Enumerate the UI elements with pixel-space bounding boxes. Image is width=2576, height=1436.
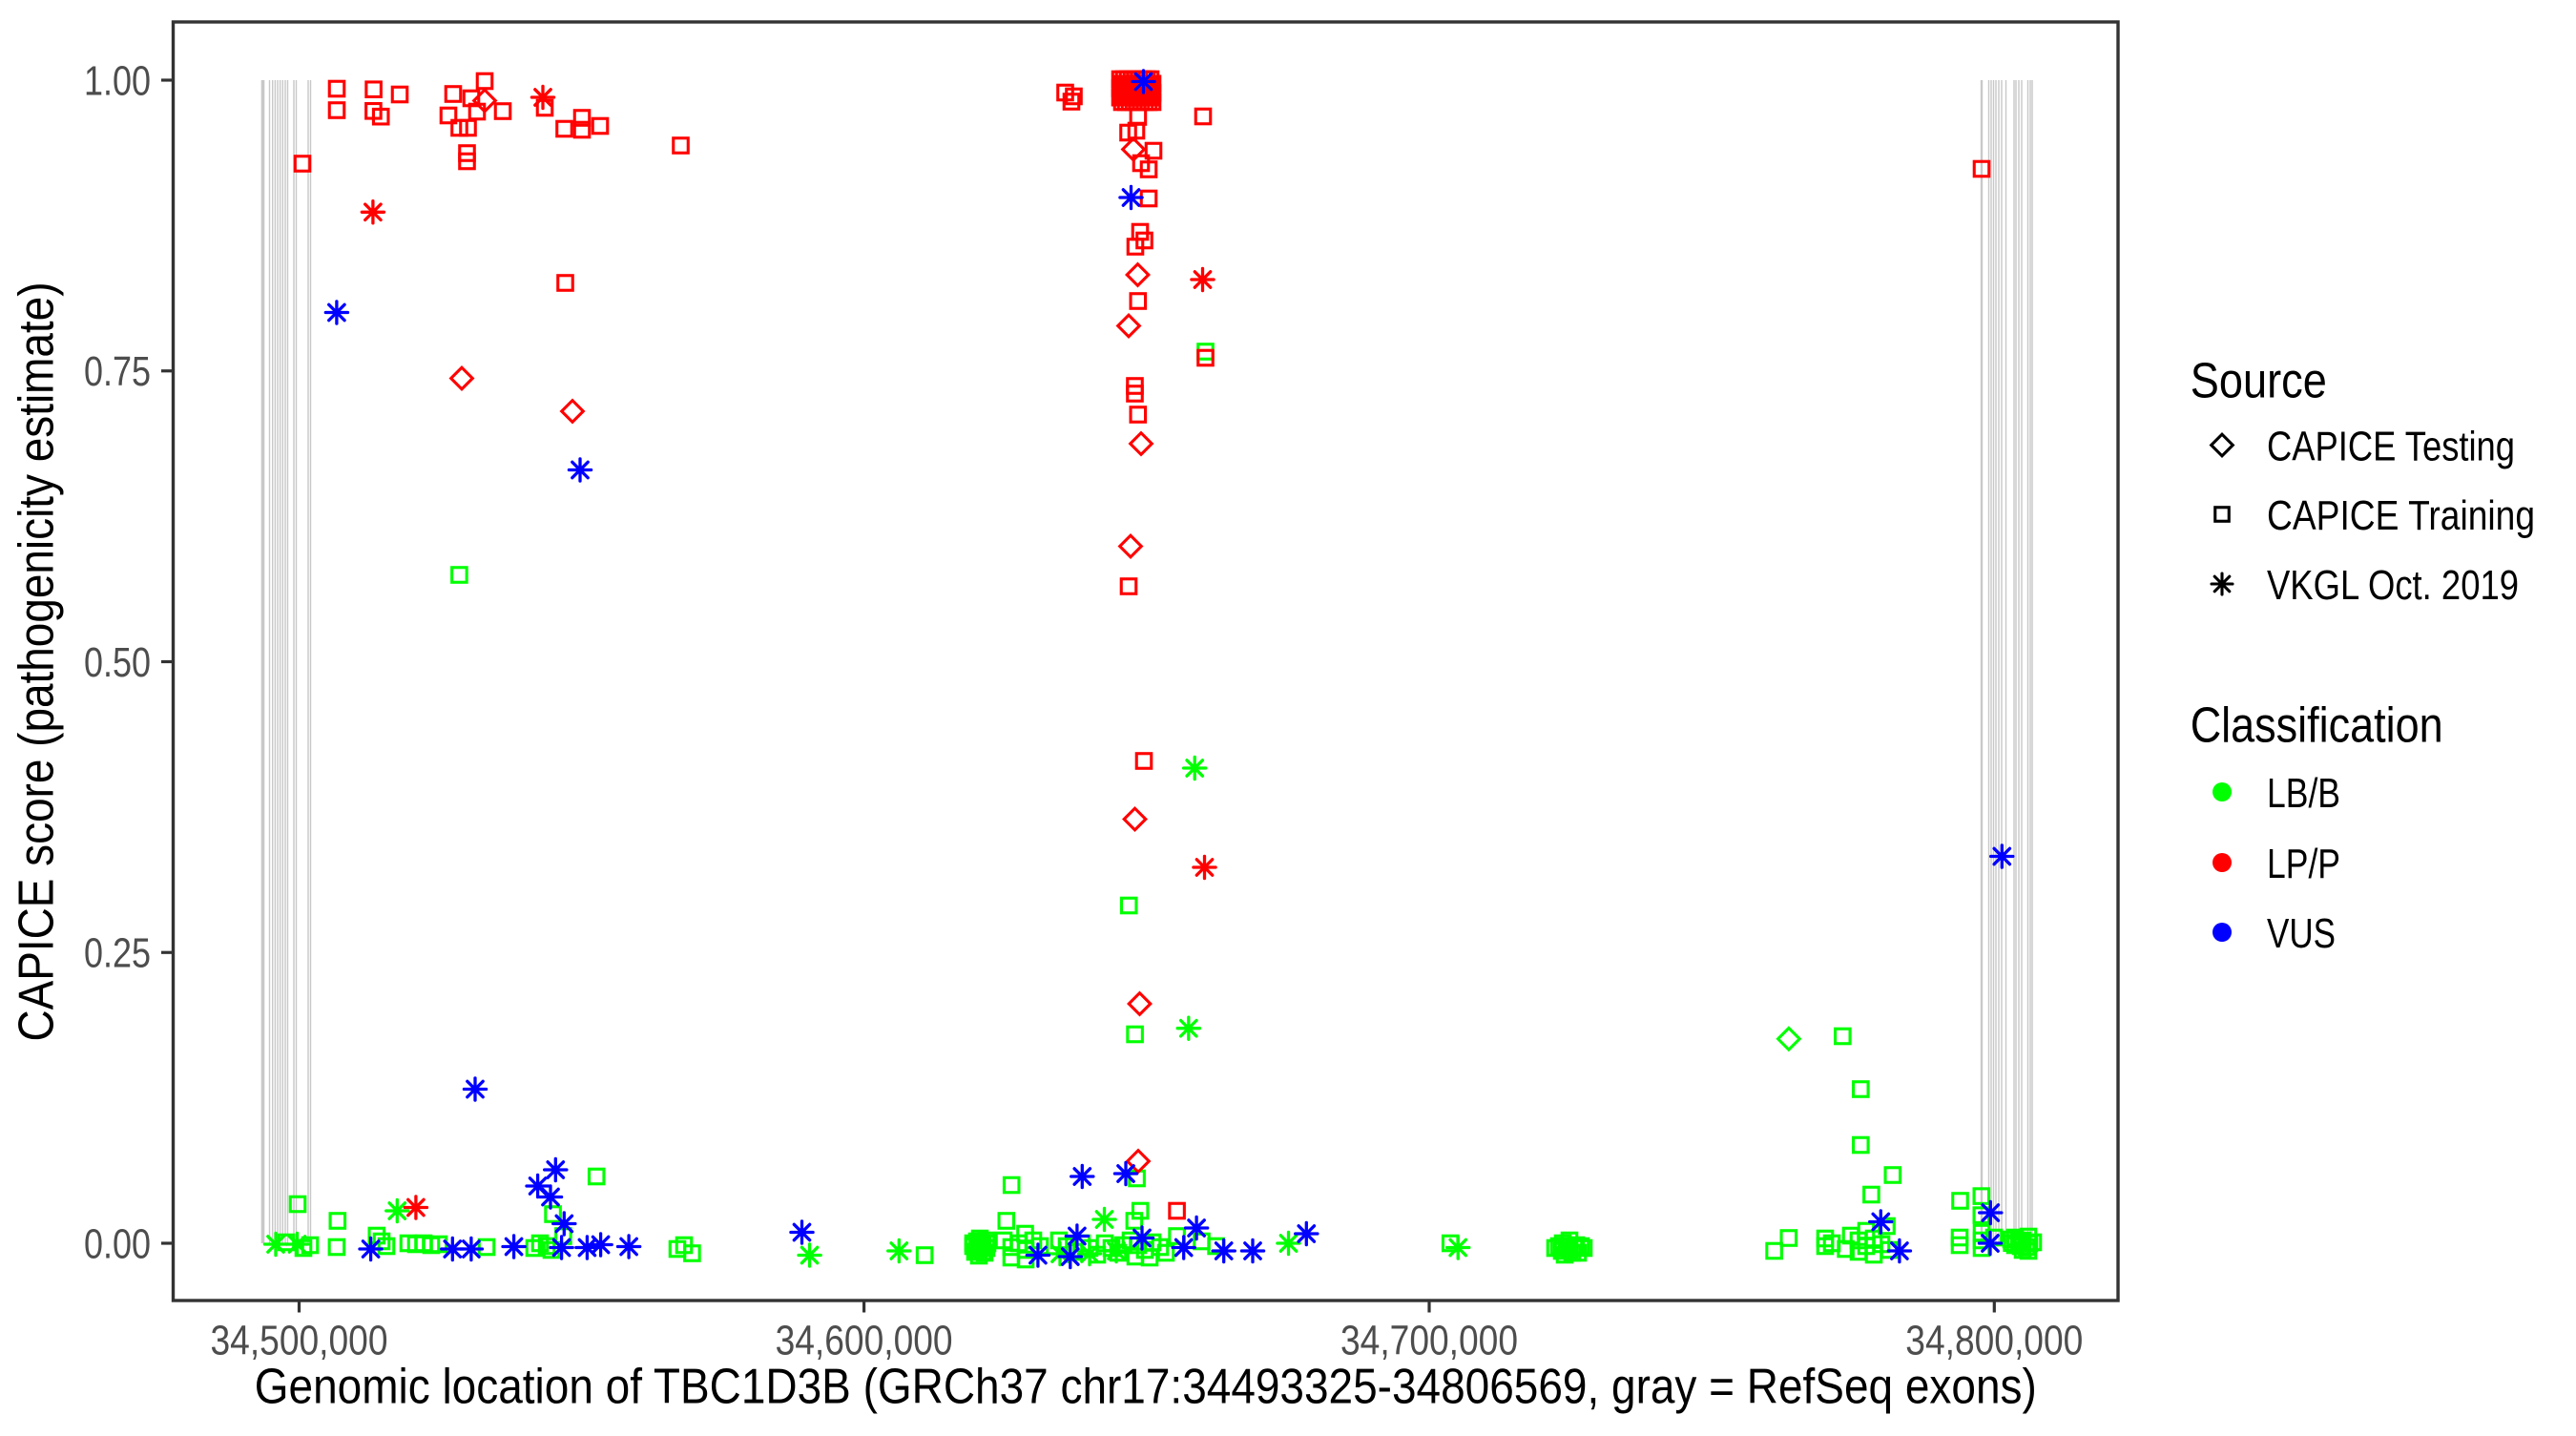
- svg-text:34,600,000: 34,600,000: [776, 1318, 953, 1364]
- svg-text:34,700,000: 34,700,000: [1340, 1318, 1518, 1364]
- svg-text:VUS: VUS: [2267, 910, 2336, 957]
- svg-text:0.75: 0.75: [84, 348, 151, 395]
- svg-text:Classification: Classification: [2191, 698, 2443, 754]
- svg-text:0.00: 0.00: [84, 1220, 151, 1267]
- svg-text:1.00: 1.00: [84, 57, 151, 104]
- svg-text:CAPICE score (pathogenicity es: CAPICE score (pathogenicity estimate): [10, 282, 65, 1042]
- svg-text:CAPICE Training: CAPICE Training: [2267, 492, 2535, 539]
- svg-text:Genomic location of TBC1D3B (G: Genomic location of TBC1D3B (GRCh37 chr1…: [255, 1360, 2037, 1415]
- svg-text:0.25: 0.25: [84, 930, 151, 977]
- svg-text:34,800,000: 34,800,000: [1905, 1318, 2083, 1364]
- svg-text:LB/B: LB/B: [2267, 770, 2340, 817]
- svg-text:Source: Source: [2191, 354, 2327, 409]
- svg-text:0.50: 0.50: [84, 639, 151, 686]
- svg-text:CAPICE Testing: CAPICE Testing: [2267, 424, 2515, 470]
- svg-text:34,500,000: 34,500,000: [211, 1318, 388, 1364]
- svg-text:LP/P: LP/P: [2267, 841, 2340, 887]
- svg-text:VKGL Oct. 2019: VKGL Oct. 2019: [2267, 562, 2519, 609]
